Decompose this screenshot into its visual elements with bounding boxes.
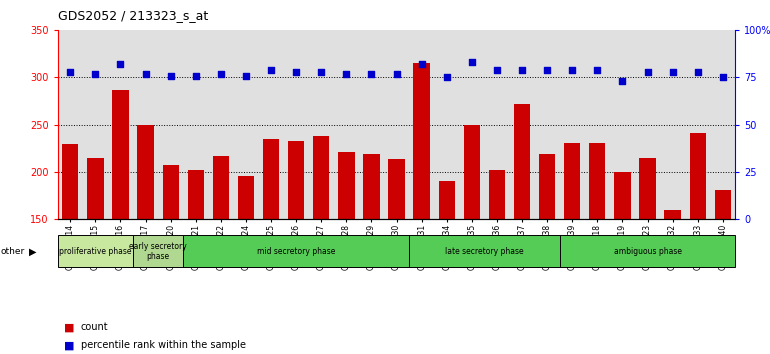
Point bbox=[490, 67, 503, 73]
Bar bbox=[58, 235, 133, 267]
Point bbox=[616, 78, 628, 84]
Point bbox=[667, 69, 679, 75]
Bar bbox=[183, 235, 409, 267]
Bar bbox=[715, 190, 731, 219]
Point bbox=[691, 69, 704, 75]
Bar bbox=[539, 154, 555, 219]
Text: proliferative phase: proliferative phase bbox=[59, 247, 132, 256]
Text: early secretory
phase: early secretory phase bbox=[129, 242, 187, 261]
Bar bbox=[112, 90, 129, 219]
Bar bbox=[690, 133, 706, 219]
Point bbox=[340, 71, 353, 76]
Text: percentile rank within the sample: percentile rank within the sample bbox=[81, 340, 246, 350]
Point bbox=[114, 61, 126, 67]
Text: ■: ■ bbox=[64, 340, 75, 350]
Point bbox=[440, 75, 453, 80]
Point bbox=[466, 59, 478, 65]
Bar bbox=[514, 104, 531, 219]
Bar bbox=[409, 235, 560, 267]
Text: mid secretory phase: mid secretory phase bbox=[257, 247, 336, 256]
Text: ambiguous phase: ambiguous phase bbox=[614, 247, 681, 256]
Bar bbox=[313, 136, 330, 219]
Bar bbox=[62, 144, 79, 219]
Bar bbox=[188, 170, 204, 219]
Point bbox=[566, 67, 578, 73]
Bar bbox=[614, 172, 631, 219]
Point bbox=[239, 73, 252, 78]
Point bbox=[365, 71, 377, 76]
Bar bbox=[288, 141, 304, 219]
Point bbox=[165, 73, 177, 78]
Point bbox=[516, 67, 528, 73]
Bar bbox=[413, 63, 430, 219]
Bar bbox=[87, 158, 103, 219]
Point bbox=[390, 71, 403, 76]
Text: other: other bbox=[1, 247, 25, 256]
Bar bbox=[388, 159, 405, 219]
Point bbox=[641, 69, 654, 75]
Bar bbox=[338, 152, 354, 219]
Text: ■: ■ bbox=[64, 322, 75, 332]
Point bbox=[189, 73, 202, 78]
Bar bbox=[162, 165, 179, 219]
Point bbox=[315, 69, 327, 75]
Bar bbox=[464, 125, 480, 219]
Text: ▶: ▶ bbox=[29, 246, 37, 256]
Bar bbox=[564, 143, 581, 219]
Point bbox=[265, 67, 277, 73]
Bar bbox=[665, 210, 681, 219]
Bar bbox=[238, 176, 254, 219]
Point bbox=[290, 69, 303, 75]
Bar bbox=[137, 125, 154, 219]
Bar bbox=[489, 170, 505, 219]
Bar bbox=[263, 139, 280, 219]
Bar bbox=[133, 235, 183, 267]
Point bbox=[64, 69, 76, 75]
Point bbox=[89, 71, 102, 76]
Bar bbox=[639, 158, 656, 219]
Text: late secretory phase: late secretory phase bbox=[445, 247, 524, 256]
Point bbox=[416, 61, 428, 67]
Bar bbox=[363, 154, 380, 219]
Point bbox=[139, 71, 152, 76]
Bar bbox=[589, 143, 605, 219]
Bar bbox=[560, 235, 735, 267]
Bar bbox=[439, 181, 455, 219]
Point bbox=[591, 67, 604, 73]
Point bbox=[215, 71, 227, 76]
Point bbox=[541, 67, 554, 73]
Text: count: count bbox=[81, 322, 109, 332]
Point bbox=[717, 75, 729, 80]
Bar bbox=[213, 156, 229, 219]
Text: GDS2052 / 213323_s_at: GDS2052 / 213323_s_at bbox=[58, 9, 208, 22]
